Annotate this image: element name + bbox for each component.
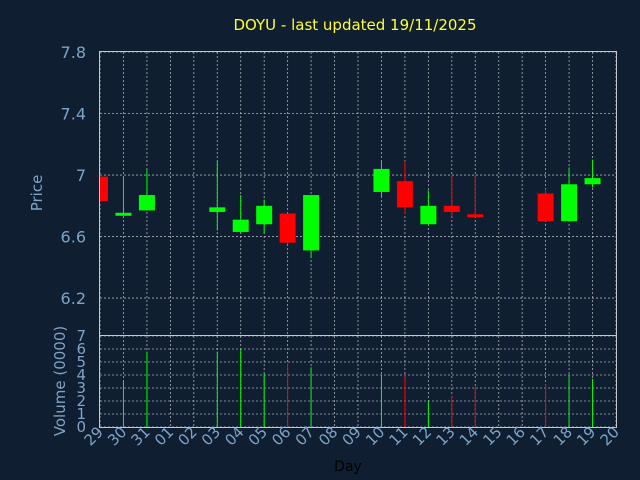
candle-body — [443, 205, 460, 212]
candlestick — [99, 175, 108, 202]
candlestick — [256, 199, 273, 234]
candlestick — [396, 161, 413, 214]
candle-body — [396, 181, 413, 208]
volume-bars — [122, 349, 594, 427]
candle-body — [232, 219, 249, 232]
candle-body — [138, 195, 155, 211]
volume-tick-label: 2 — [76, 392, 86, 410]
candlestick — [138, 168, 155, 211]
candle-body — [420, 205, 437, 225]
volume-tick-label: 4 — [76, 366, 86, 384]
candlestick — [561, 167, 578, 222]
candlestick — [537, 188, 554, 222]
chart-title: DOYU - last updated 19/11/2025 — [233, 16, 476, 34]
candlestick — [373, 161, 390, 197]
candle-body — [100, 176, 108, 202]
candle-body — [561, 184, 578, 222]
volume-tick-label: 0 — [76, 418, 86, 436]
volume-tick-label: 3 — [76, 379, 86, 397]
candle-body — [303, 195, 320, 251]
candle-body — [115, 212, 132, 216]
candlestick — [303, 195, 320, 259]
volume-tick-label: 1 — [76, 405, 86, 423]
price-axis-label: Price — [28, 175, 46, 212]
candle-body — [373, 168, 390, 192]
price-panel: 7.8 7.4 7 6.6 6.2 Price — [28, 43, 617, 336]
price-tick-label: 7 — [76, 166, 86, 185]
candlestick — [232, 195, 249, 234]
price-tick-label: 6.6 — [61, 228, 86, 247]
candlestick — [209, 161, 226, 231]
x-axis-ticks: 2930310102030405060708091011121314151617… — [81, 423, 623, 449]
volume-tick-label: 5 — [76, 353, 86, 371]
candle-body — [256, 205, 273, 225]
candlestick — [115, 176, 132, 216]
price-tick-label: 7.8 — [61, 43, 86, 62]
price-y-ticks: 7.8 7.4 7 6.6 6.2 — [61, 43, 86, 308]
price-tick-label: 7.4 — [61, 105, 86, 124]
candlesticks — [99, 159, 601, 259]
candlestick — [584, 159, 601, 188]
volume-tick-label: 7 — [76, 327, 86, 345]
candle-body — [209, 207, 226, 212]
candlestick — [279, 213, 296, 245]
candlestick — [420, 190, 437, 225]
volume-axis-label: Volume (0000) — [51, 326, 69, 436]
candle-body — [537, 193, 554, 222]
candle-body — [584, 178, 601, 185]
price-tick-label: 6.2 — [61, 289, 86, 308]
volume-grid — [99, 335, 617, 428]
volume-tick-label: 6 — [76, 340, 86, 358]
volume-plot-frame — [99, 335, 617, 428]
candlestick — [467, 175, 484, 218]
candle-body — [279, 213, 296, 243]
candlestick — [443, 175, 460, 217]
candle-body — [467, 214, 484, 218]
x-axis-label: Day — [334, 459, 362, 475]
